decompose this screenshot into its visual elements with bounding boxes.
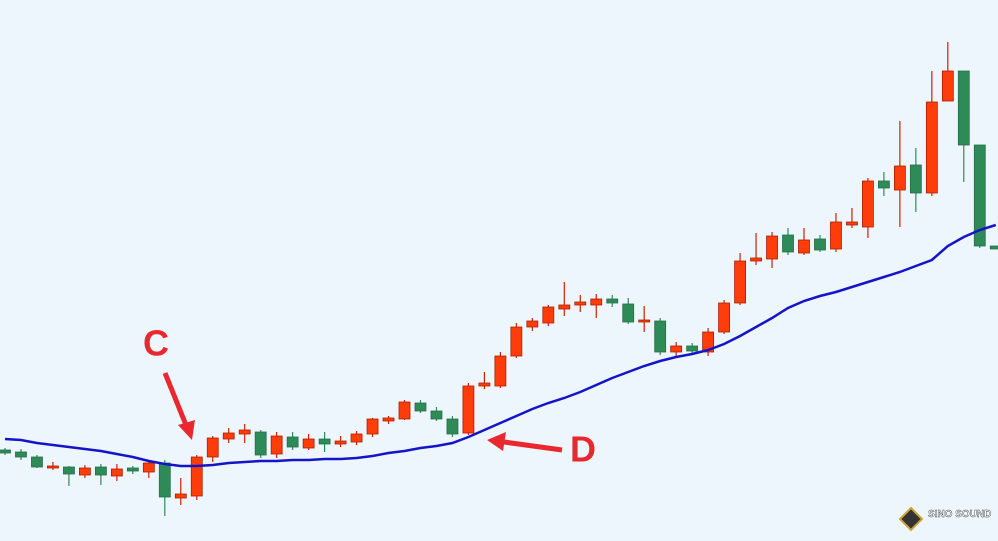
candle-body xyxy=(47,465,59,469)
candle-body xyxy=(606,298,619,304)
candle-body xyxy=(750,257,762,262)
candle-body xyxy=(862,180,874,228)
candle-body xyxy=(782,234,794,253)
candle-body xyxy=(478,382,491,387)
candle-body xyxy=(15,451,27,458)
candle-body xyxy=(398,401,411,420)
candle-body xyxy=(542,306,555,324)
candle-body xyxy=(925,101,938,194)
candle-body xyxy=(686,345,699,352)
candle-body xyxy=(622,303,635,323)
candle-body xyxy=(989,245,998,250)
candle-body xyxy=(718,302,730,333)
candle-body xyxy=(142,462,155,473)
moving-average-line xyxy=(4,223,997,468)
candle-body xyxy=(382,417,395,422)
candle-body xyxy=(0,449,11,454)
candle-body xyxy=(494,355,507,387)
candle-body xyxy=(670,345,683,353)
candle-body xyxy=(830,221,842,250)
candle-body xyxy=(909,164,922,194)
watermark-logo xyxy=(898,506,924,532)
candle-body xyxy=(893,165,906,191)
candle-body xyxy=(462,385,475,434)
candle-body xyxy=(973,144,986,247)
candle-body xyxy=(430,410,443,420)
candle-body xyxy=(366,418,379,435)
candle-body xyxy=(766,235,778,260)
candle-body xyxy=(878,180,890,189)
candle-body xyxy=(286,436,299,448)
candle-body xyxy=(222,432,235,440)
candle-body xyxy=(126,467,139,472)
candle-body xyxy=(79,467,91,476)
candle-body xyxy=(654,320,667,353)
candle-body xyxy=(814,238,826,251)
candle-body xyxy=(798,239,810,254)
candle-body xyxy=(702,331,715,353)
annotation-arrowhead xyxy=(178,420,195,440)
candle-body xyxy=(846,221,858,226)
watermark-text: SINO SOUND xyxy=(928,509,991,520)
annotation-arrow xyxy=(162,372,189,426)
annotation-label: C xyxy=(143,323,169,364)
candle-body xyxy=(110,468,123,477)
annotation-arrow xyxy=(503,439,563,453)
candle-body xyxy=(526,320,539,328)
candle-body xyxy=(94,466,107,476)
plot-area xyxy=(0,42,998,516)
candle-body xyxy=(302,438,315,449)
watermark: SINO SOUND xyxy=(898,506,992,532)
candle-body xyxy=(414,402,427,412)
candle-body xyxy=(174,493,187,499)
candle-body xyxy=(590,298,603,306)
candle-body xyxy=(190,456,203,497)
candle-body xyxy=(558,304,571,310)
candle-body xyxy=(957,70,970,146)
candle-body xyxy=(254,431,267,456)
candle-body xyxy=(334,440,347,445)
annotation-label: D xyxy=(570,429,596,470)
candle-body xyxy=(158,462,171,498)
candle-body xyxy=(206,437,219,458)
candle-body xyxy=(31,456,43,468)
candle-body xyxy=(238,429,251,435)
candle-body xyxy=(318,438,331,445)
candle-body xyxy=(941,70,954,102)
candle-body xyxy=(510,326,523,357)
candle-body xyxy=(638,319,651,323)
candle-body xyxy=(734,260,746,304)
candle-body xyxy=(350,433,363,443)
candle-body xyxy=(63,466,75,475)
candle-body xyxy=(446,418,459,435)
candle-body xyxy=(270,435,283,455)
annotation-arrowhead xyxy=(487,432,506,451)
candle-body xyxy=(574,301,587,306)
